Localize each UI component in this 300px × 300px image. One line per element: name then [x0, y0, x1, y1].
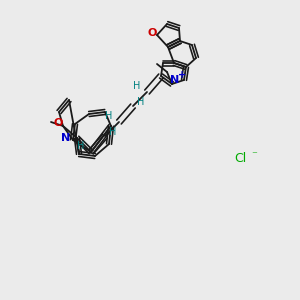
Text: ⁻: ⁻	[251, 150, 257, 160]
Text: N: N	[170, 75, 180, 85]
Text: Cl: Cl	[234, 152, 246, 166]
Text: H: H	[105, 111, 113, 121]
Text: O: O	[147, 28, 157, 38]
Text: H: H	[137, 97, 145, 107]
Text: H: H	[133, 81, 141, 91]
Text: H: H	[109, 127, 117, 137]
Text: +: +	[178, 70, 186, 80]
Text: N: N	[61, 133, 70, 143]
Text: H: H	[77, 141, 85, 151]
Text: O: O	[53, 118, 63, 128]
